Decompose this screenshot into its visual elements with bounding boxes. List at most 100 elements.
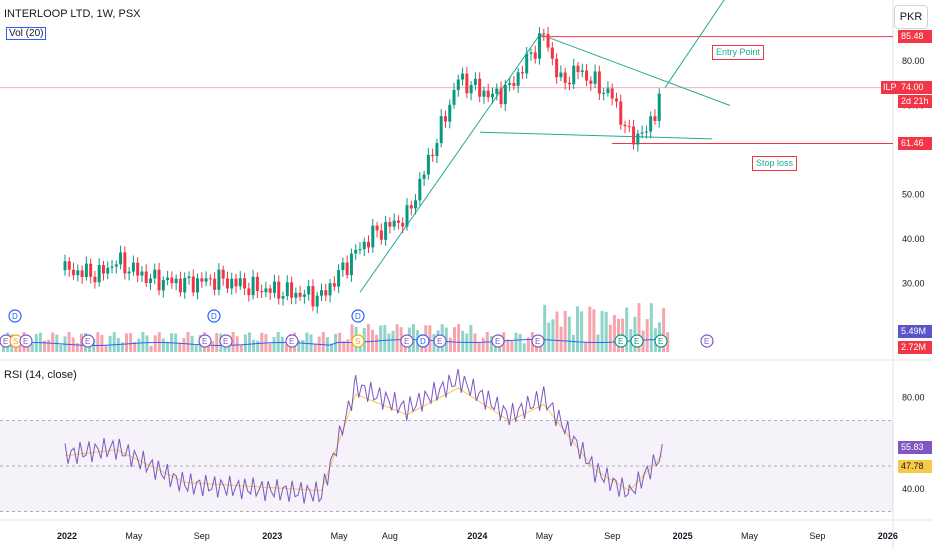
candle-body[interactable] bbox=[520, 72, 524, 74]
candle-body[interactable] bbox=[602, 93, 606, 95]
candle-body[interactable] bbox=[93, 276, 97, 283]
candle-body[interactable] bbox=[448, 104, 452, 122]
candle-body[interactable] bbox=[396, 220, 400, 223]
candle-body[interactable] bbox=[379, 230, 383, 240]
candle-body[interactable] bbox=[533, 52, 537, 59]
candle-body[interactable] bbox=[392, 220, 396, 227]
candle-body[interactable] bbox=[529, 52, 533, 54]
candle-body[interactable] bbox=[516, 72, 520, 86]
candle-body[interactable] bbox=[272, 281, 276, 293]
candle-body[interactable] bbox=[585, 70, 589, 81]
candle-body[interactable] bbox=[110, 266, 114, 268]
candle-body[interactable] bbox=[307, 286, 311, 295]
candle-body[interactable] bbox=[204, 278, 208, 282]
candle-body[interactable] bbox=[114, 264, 118, 267]
candle-body[interactable] bbox=[315, 295, 319, 307]
candle-body[interactable] bbox=[230, 278, 234, 289]
candle-body[interactable] bbox=[80, 270, 84, 277]
candle-body[interactable] bbox=[72, 269, 76, 276]
candle-body[interactable] bbox=[255, 276, 259, 292]
candle-body[interactable] bbox=[371, 225, 375, 248]
candle-body[interactable] bbox=[555, 58, 559, 78]
candle-body[interactable] bbox=[473, 78, 477, 85]
candle-body[interactable] bbox=[550, 47, 554, 59]
candle-body[interactable] bbox=[101, 265, 105, 274]
split-marker[interactable] bbox=[351, 334, 365, 348]
candle-body[interactable] bbox=[328, 283, 332, 296]
candle-body[interactable] bbox=[499, 88, 503, 105]
candle-body[interactable] bbox=[491, 93, 494, 98]
candle-body[interactable] bbox=[375, 225, 379, 231]
earnings-marker[interactable] bbox=[614, 334, 628, 348]
candle-body[interactable] bbox=[213, 278, 217, 290]
candle-body[interactable] bbox=[572, 65, 576, 85]
candle-body[interactable] bbox=[414, 200, 418, 209]
candle-body[interactable] bbox=[349, 253, 353, 276]
candle-body[interactable] bbox=[161, 279, 165, 291]
candle-body[interactable] bbox=[320, 290, 323, 296]
candle-body[interactable] bbox=[217, 269, 221, 290]
candle-body[interactable] bbox=[196, 278, 200, 293]
candle-body[interactable] bbox=[461, 73, 465, 80]
candle-body[interactable] bbox=[170, 277, 174, 284]
candle-body[interactable] bbox=[183, 278, 187, 293]
candle-body[interactable] bbox=[311, 286, 315, 307]
earnings-marker[interactable] bbox=[400, 334, 414, 348]
candle-body[interactable] bbox=[649, 116, 653, 132]
candle-body[interactable] bbox=[234, 278, 238, 287]
candle-body[interactable] bbox=[388, 222, 392, 227]
candle-body[interactable] bbox=[367, 241, 371, 248]
candle-body[interactable] bbox=[495, 88, 499, 94]
candle-body[interactable] bbox=[345, 262, 349, 276]
candle-body[interactable] bbox=[503, 84, 507, 105]
dividend-marker[interactable] bbox=[351, 309, 365, 323]
breakout-line[interactable] bbox=[664, 0, 725, 88]
candle-body[interactable] bbox=[644, 131, 648, 133]
candle-body[interactable] bbox=[482, 90, 486, 97]
candle-body[interactable] bbox=[67, 261, 71, 270]
candle-body[interactable] bbox=[362, 241, 366, 250]
candle-body[interactable] bbox=[512, 83, 516, 86]
candle-body[interactable] bbox=[452, 89, 456, 105]
candle-body[interactable] bbox=[384, 222, 388, 240]
candle-body[interactable] bbox=[435, 143, 439, 157]
candle-body[interactable] bbox=[221, 269, 225, 279]
candle-body[interactable] bbox=[200, 278, 204, 282]
candle-body[interactable] bbox=[623, 124, 627, 127]
candle-body[interactable] bbox=[127, 271, 131, 274]
candle-body[interactable] bbox=[418, 178, 422, 201]
candle-body[interactable] bbox=[337, 270, 341, 287]
candle-body[interactable] bbox=[576, 65, 580, 73]
candle-body[interactable] bbox=[153, 269, 157, 279]
candle-body[interactable] bbox=[542, 33, 546, 35]
candle-body[interactable] bbox=[409, 205, 413, 209]
candle-body[interactable] bbox=[627, 126, 631, 128]
earnings-marker[interactable] bbox=[700, 334, 714, 348]
candle-body[interactable] bbox=[238, 278, 242, 287]
rsi-line[interactable] bbox=[64, 368, 663, 504]
candle-body[interactable] bbox=[486, 90, 490, 98]
candle-body[interactable] bbox=[166, 277, 170, 280]
candle-body[interactable] bbox=[465, 73, 469, 94]
candle-body[interactable] bbox=[589, 80, 593, 84]
candle-body[interactable] bbox=[191, 276, 195, 293]
candle-body[interactable] bbox=[324, 290, 328, 296]
candle-body[interactable] bbox=[285, 282, 289, 297]
candle-body[interactable] bbox=[140, 271, 144, 276]
candle-body[interactable] bbox=[84, 263, 88, 277]
candle-body[interactable] bbox=[405, 205, 409, 227]
candle-body[interactable] bbox=[341, 262, 345, 271]
candle-body[interactable] bbox=[243, 278, 247, 289]
candle-body[interactable] bbox=[251, 276, 255, 296]
candle-body[interactable] bbox=[614, 98, 618, 102]
candle-body[interactable] bbox=[422, 174, 426, 179]
candle-body[interactable] bbox=[508, 83, 512, 85]
candle-body[interactable] bbox=[593, 71, 597, 84]
candle-body[interactable] bbox=[538, 33, 542, 59]
earnings-marker[interactable] bbox=[285, 334, 299, 348]
candle-body[interactable] bbox=[653, 116, 657, 121]
candle-body[interactable] bbox=[426, 154, 430, 175]
candle-body[interactable] bbox=[606, 88, 610, 94]
candle-body[interactable] bbox=[225, 278, 229, 289]
upper-channel-line[interactable] bbox=[539, 33, 731, 106]
